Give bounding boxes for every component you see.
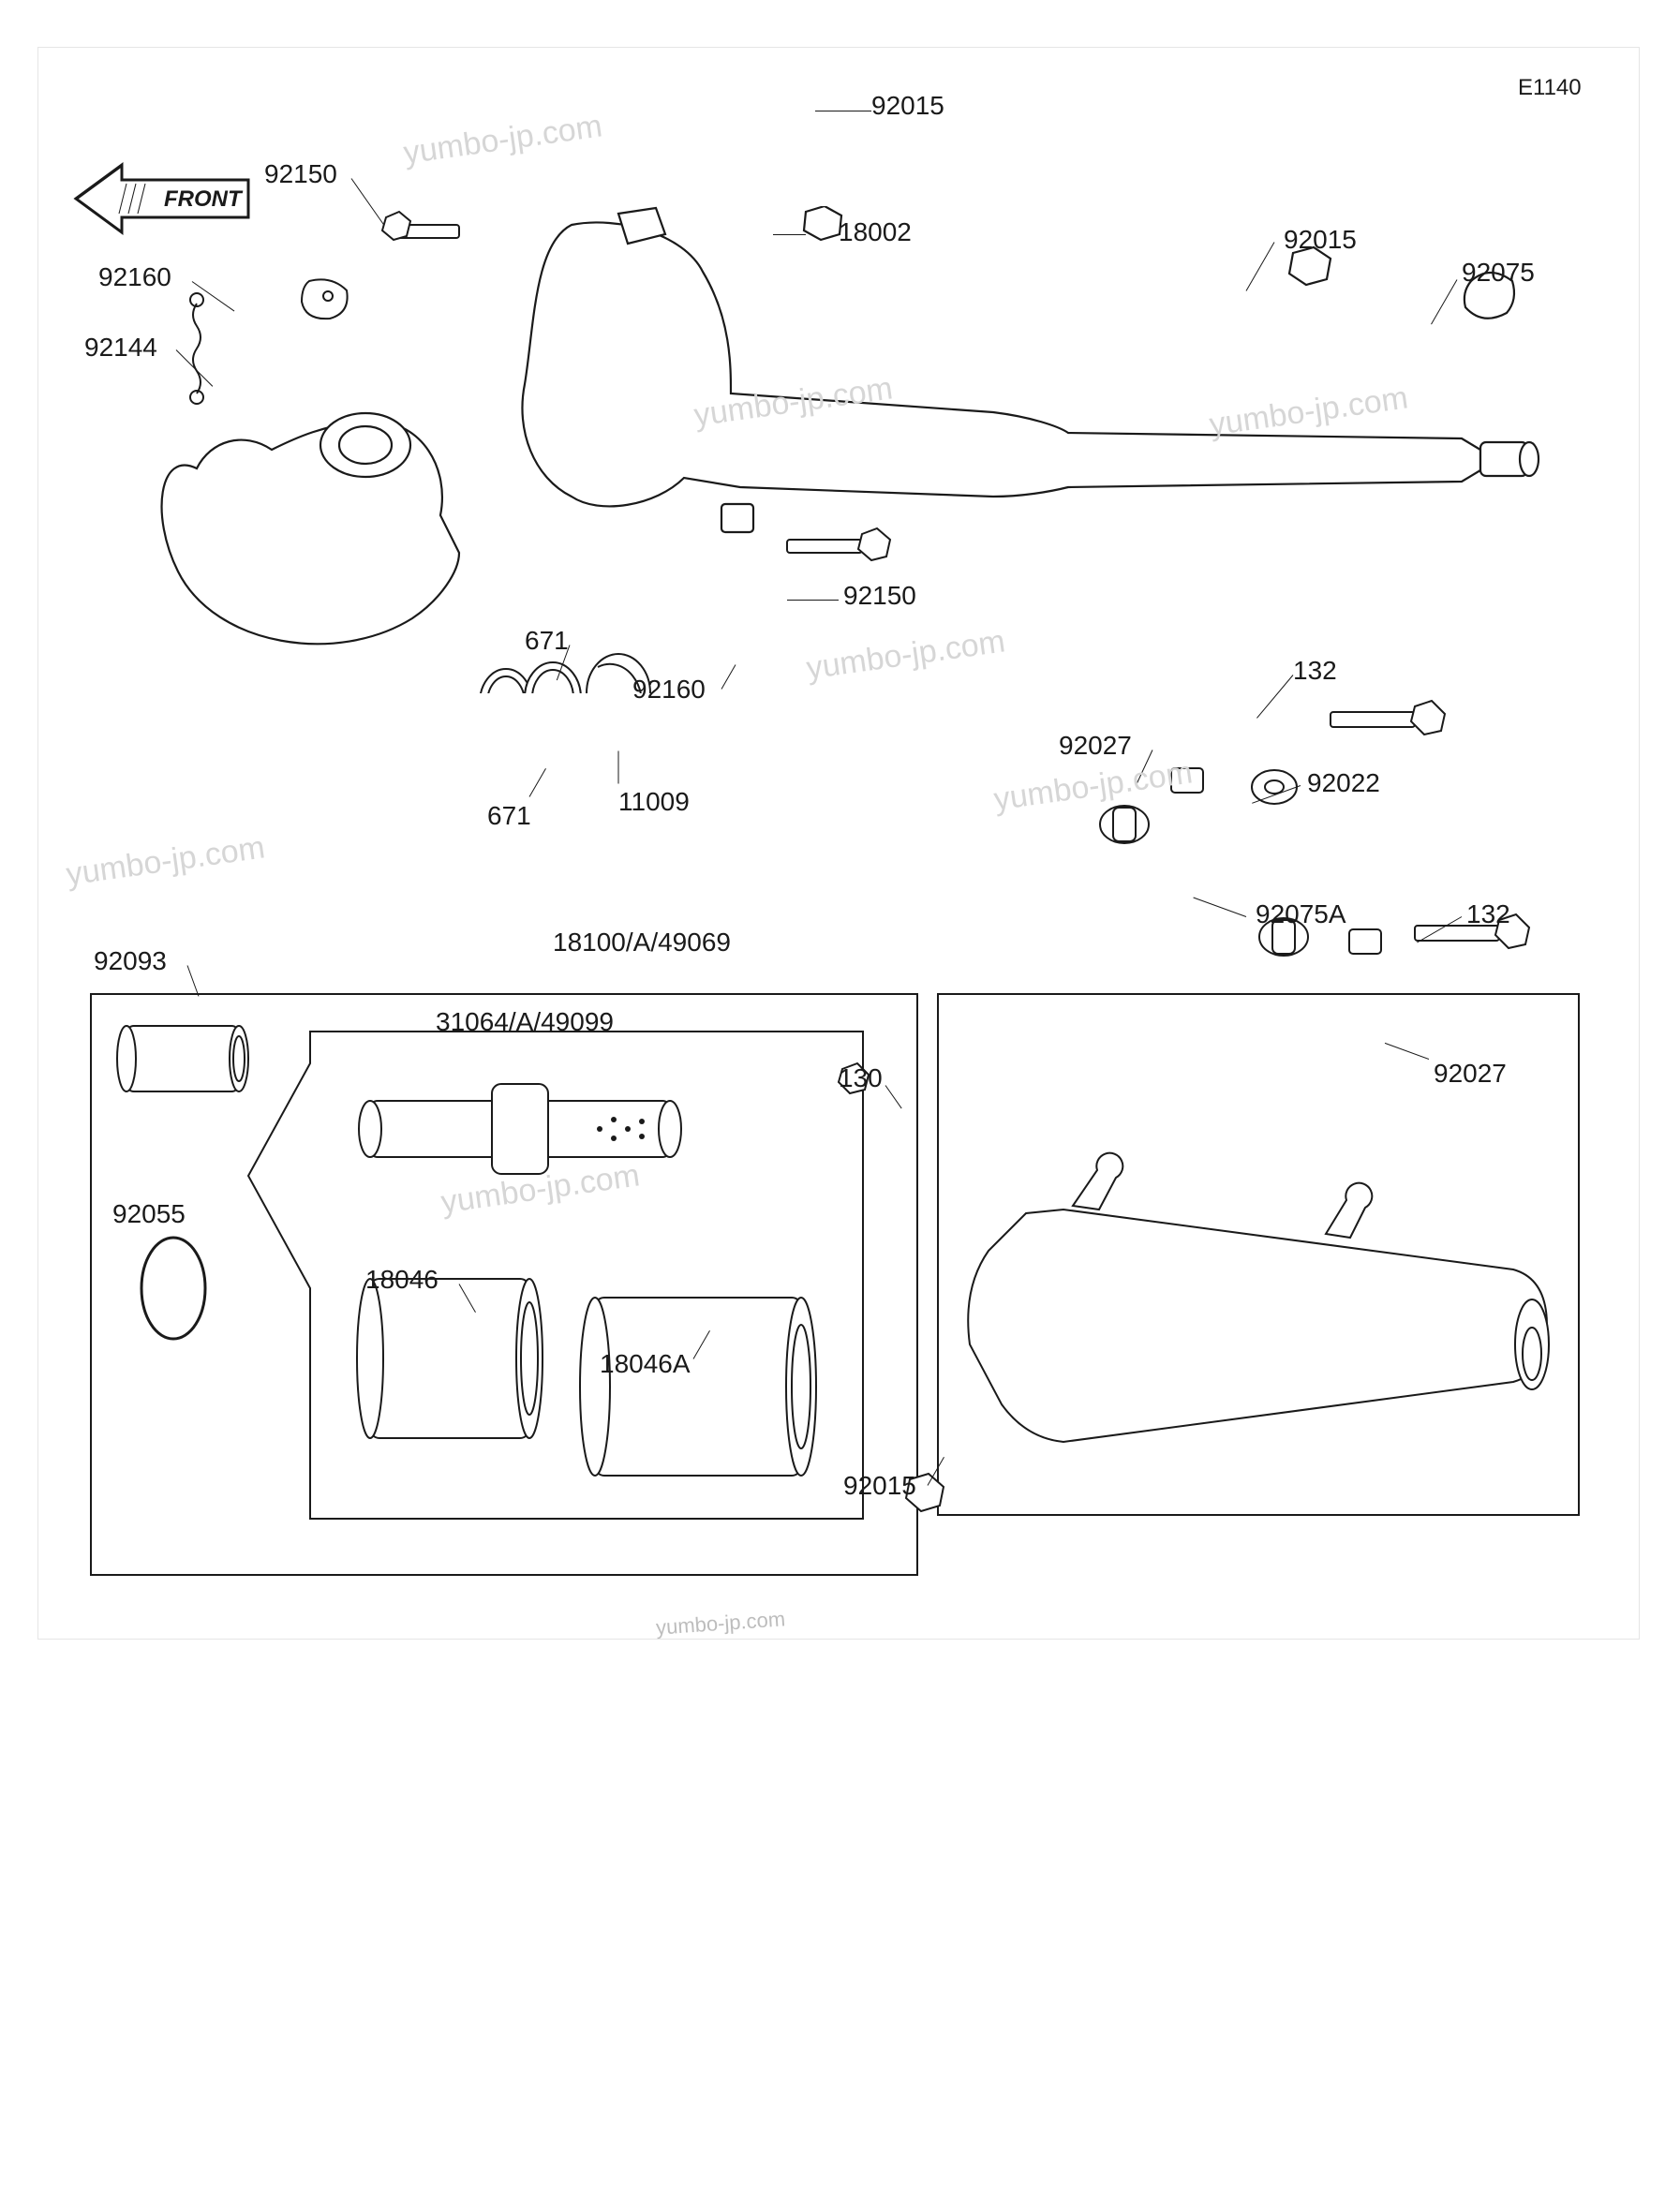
part-ref-label: 92093 [94, 946, 167, 976]
part-ref-label: 92144 [84, 333, 157, 363]
exhaust-chamber-drawing [131, 206, 1593, 693]
part-ref-label: 130 [839, 1063, 883, 1093]
part-ref-label: 92015 [1284, 225, 1357, 255]
part-ref-label: 18046A [600, 1349, 691, 1379]
part-ref-label: 31064/A/49099 [436, 1007, 614, 1037]
part-ref-label: 132 [1293, 656, 1337, 686]
part-ref-label: 92160 [632, 675, 706, 705]
part-ref-label: 92027 [1059, 731, 1132, 761]
part-ref-label: 92015 [871, 91, 944, 121]
part-ref-label: 11009 [618, 787, 690, 817]
leader-line [787, 600, 839, 601]
part-ref-label: 18100/A/49069 [553, 928, 731, 957]
part-ref-label: 92015 [843, 1471, 916, 1501]
part-ref-label: 92150 [264, 159, 337, 189]
part-ref-label: 92160 [98, 262, 171, 292]
part-ref-label: 92075 [1462, 258, 1535, 288]
page-root: E1140 FRONT [0, 0, 1680, 2197]
part-ref-label: 671 [525, 626, 569, 656]
part-ref-label: 92022 [1307, 768, 1380, 798]
diagram-code: E1140 [1518, 75, 1582, 101]
part-ref-label: 92150 [843, 581, 916, 611]
part-ref-label: 92027 [1434, 1059, 1507, 1089]
part-ref-label: 18046 [365, 1265, 439, 1295]
part-ref-label: 92055 [112, 1199, 186, 1229]
leader-line [618, 751, 619, 784]
part-ref-label: 671 [487, 801, 531, 831]
part-ref-label: 132 [1466, 899, 1510, 929]
part-ref-label: 18002 [839, 217, 912, 247]
part-ref-label: 92075A [1256, 899, 1346, 929]
leader-line [773, 234, 806, 235]
